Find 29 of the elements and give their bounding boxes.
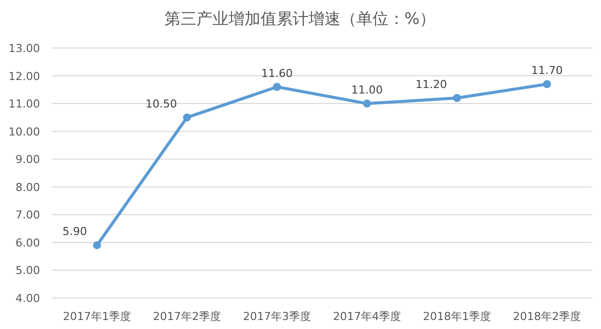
y-tick-label: 9.00	[16, 153, 40, 166]
y-tick-label: 12.00	[8, 70, 40, 83]
x-tick-label: 2017年2季度	[153, 310, 221, 323]
point	[93, 241, 101, 250]
x-tick-label: 2017年1季度	[63, 310, 131, 323]
y-tick-label: 7.00	[16, 208, 40, 222]
point	[363, 100, 371, 108]
y-tick-label: 5.00	[16, 264, 40, 278]
point	[543, 80, 551, 88]
y-tick-label: 11.00	[8, 98, 40, 111]
x-tick-label: 2017年4季度	[333, 310, 401, 323]
data-label: 11.00	[351, 84, 383, 97]
x-tick-label: 2017年3季度	[243, 310, 311, 323]
data-label: 11.70	[531, 64, 563, 78]
data-label: 11.60	[261, 66, 293, 80]
y-tick-label: 8.00	[16, 180, 40, 194]
chart-title: 第三产业增加值累计增速（单位：%）	[164, 9, 436, 28]
point	[273, 82, 281, 91]
data-label: 10.50	[146, 97, 177, 110]
data-label: 5.90	[62, 225, 87, 238]
y-tick-label: 10.00	[8, 125, 40, 138]
point	[183, 113, 191, 122]
x-tick-label: 2018年2季度	[513, 310, 581, 323]
y-tick-label: 13.00	[8, 42, 40, 55]
x-tick-label: 2018年1季度	[423, 310, 491, 323]
y-tick-label: 4.00	[16, 292, 40, 305]
point	[453, 94, 461, 102]
data-label: 11.20	[416, 78, 447, 91]
y-tick-label: 6.00	[16, 236, 40, 250]
